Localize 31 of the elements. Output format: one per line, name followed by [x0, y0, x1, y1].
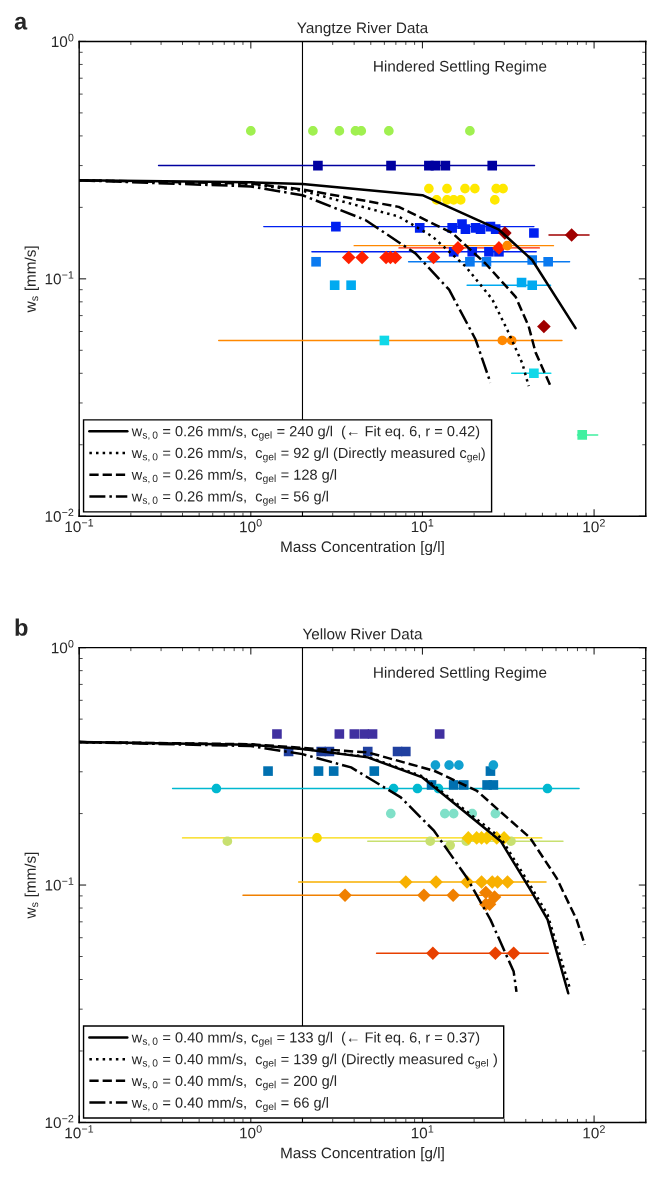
- x-tick-label: 10$^{−1}$: [65, 519, 94, 533]
- text: b: [15, 618, 28, 636]
- annotation: Hindered Settling Regime: [374, 60, 547, 75]
- x-tick-label: 10$^{−1}$: [65, 1125, 94, 1139]
- x-axis-title: Mass Concentration [g/l]: [281, 1147, 444, 1162]
- y-tick-label: 10$^{−1}$: [45, 877, 74, 891]
- y-axis-title: w$_{s}$ [mm/s]: [24, 852, 39, 919]
- x-tick-label: 10$^{2}$: [583, 519, 605, 533]
- y-tick-label: 10$^{0}$: [51, 640, 74, 654]
- y-tick-label: 10$^{−1}$: [45, 271, 74, 285]
- x-axis-title: Mass Concentration [g/l]: [281, 540, 444, 556]
- annotation: Hindered Settling Regime: [374, 666, 547, 681]
- legend-label: w$_{s,0}$ = 0.40 mm/s, c$_{gel}$ = 139 g/l (Directly measured c$_{gel}$ ): [131, 1053, 497, 1069]
- x-tick-label: 10$^{2}$: [583, 1125, 605, 1139]
- x-tick-label: 10$^{0}$: [240, 519, 262, 533]
- legend-label: w$_{s,0}$ = 0.26 mm/s, c$_{gel}$ = 128 g/l: [131, 469, 337, 485]
- legend-label: w$_{s,0}$ = 0.26 mm/s, c$_{gel}$ = 240 g/l (← Fit eq. 6, r = 0.42): [131, 425, 480, 441]
- x-tick-label: 10$^{0}$: [240, 1125, 262, 1139]
- legend-label: w$_{s,0}$ = 0.40 mm/s, c$_{gel}$ = 200 g/l: [131, 1075, 337, 1091]
- chart-title: Yellow River Data: [302, 628, 423, 640]
- legend-label: w$_{s,0}$ = 0.26 mm/s, c$_{gel}$ = 56 g/l: [131, 490, 328, 506]
- legend-label: w$_{s,0}$ = 0.40 mm/s, c$_{gel}$ = 66 g/l: [131, 1097, 328, 1113]
- y-tick-label: 10$^{0}$: [51, 33, 74, 48]
- legend-label: w$_{s,0}$ = 0.26 mm/s, c$_{gel}$ = 92 g/l (Directly measured c$_{gel}$): [131, 447, 485, 463]
- text: a: [14, 16, 28, 30]
- y-axis-title: w$_{s}$ [mm/s]: [24, 246, 39, 313]
- chart-title: Yangtze River Data: [297, 22, 429, 37]
- x-tick-label: 10$^{1}$: [411, 519, 434, 533]
- y-tick-label: 10$^{−2}$: [45, 508, 74, 522]
- x-tick-label: 10$^{1}$: [411, 1125, 434, 1139]
- legend-label: w$_{s,0}$ = 0.40 mm/s, c$_{gel}$ = 133 g/l (← Fit eq. 6, r = 0.37): [131, 1031, 480, 1047]
